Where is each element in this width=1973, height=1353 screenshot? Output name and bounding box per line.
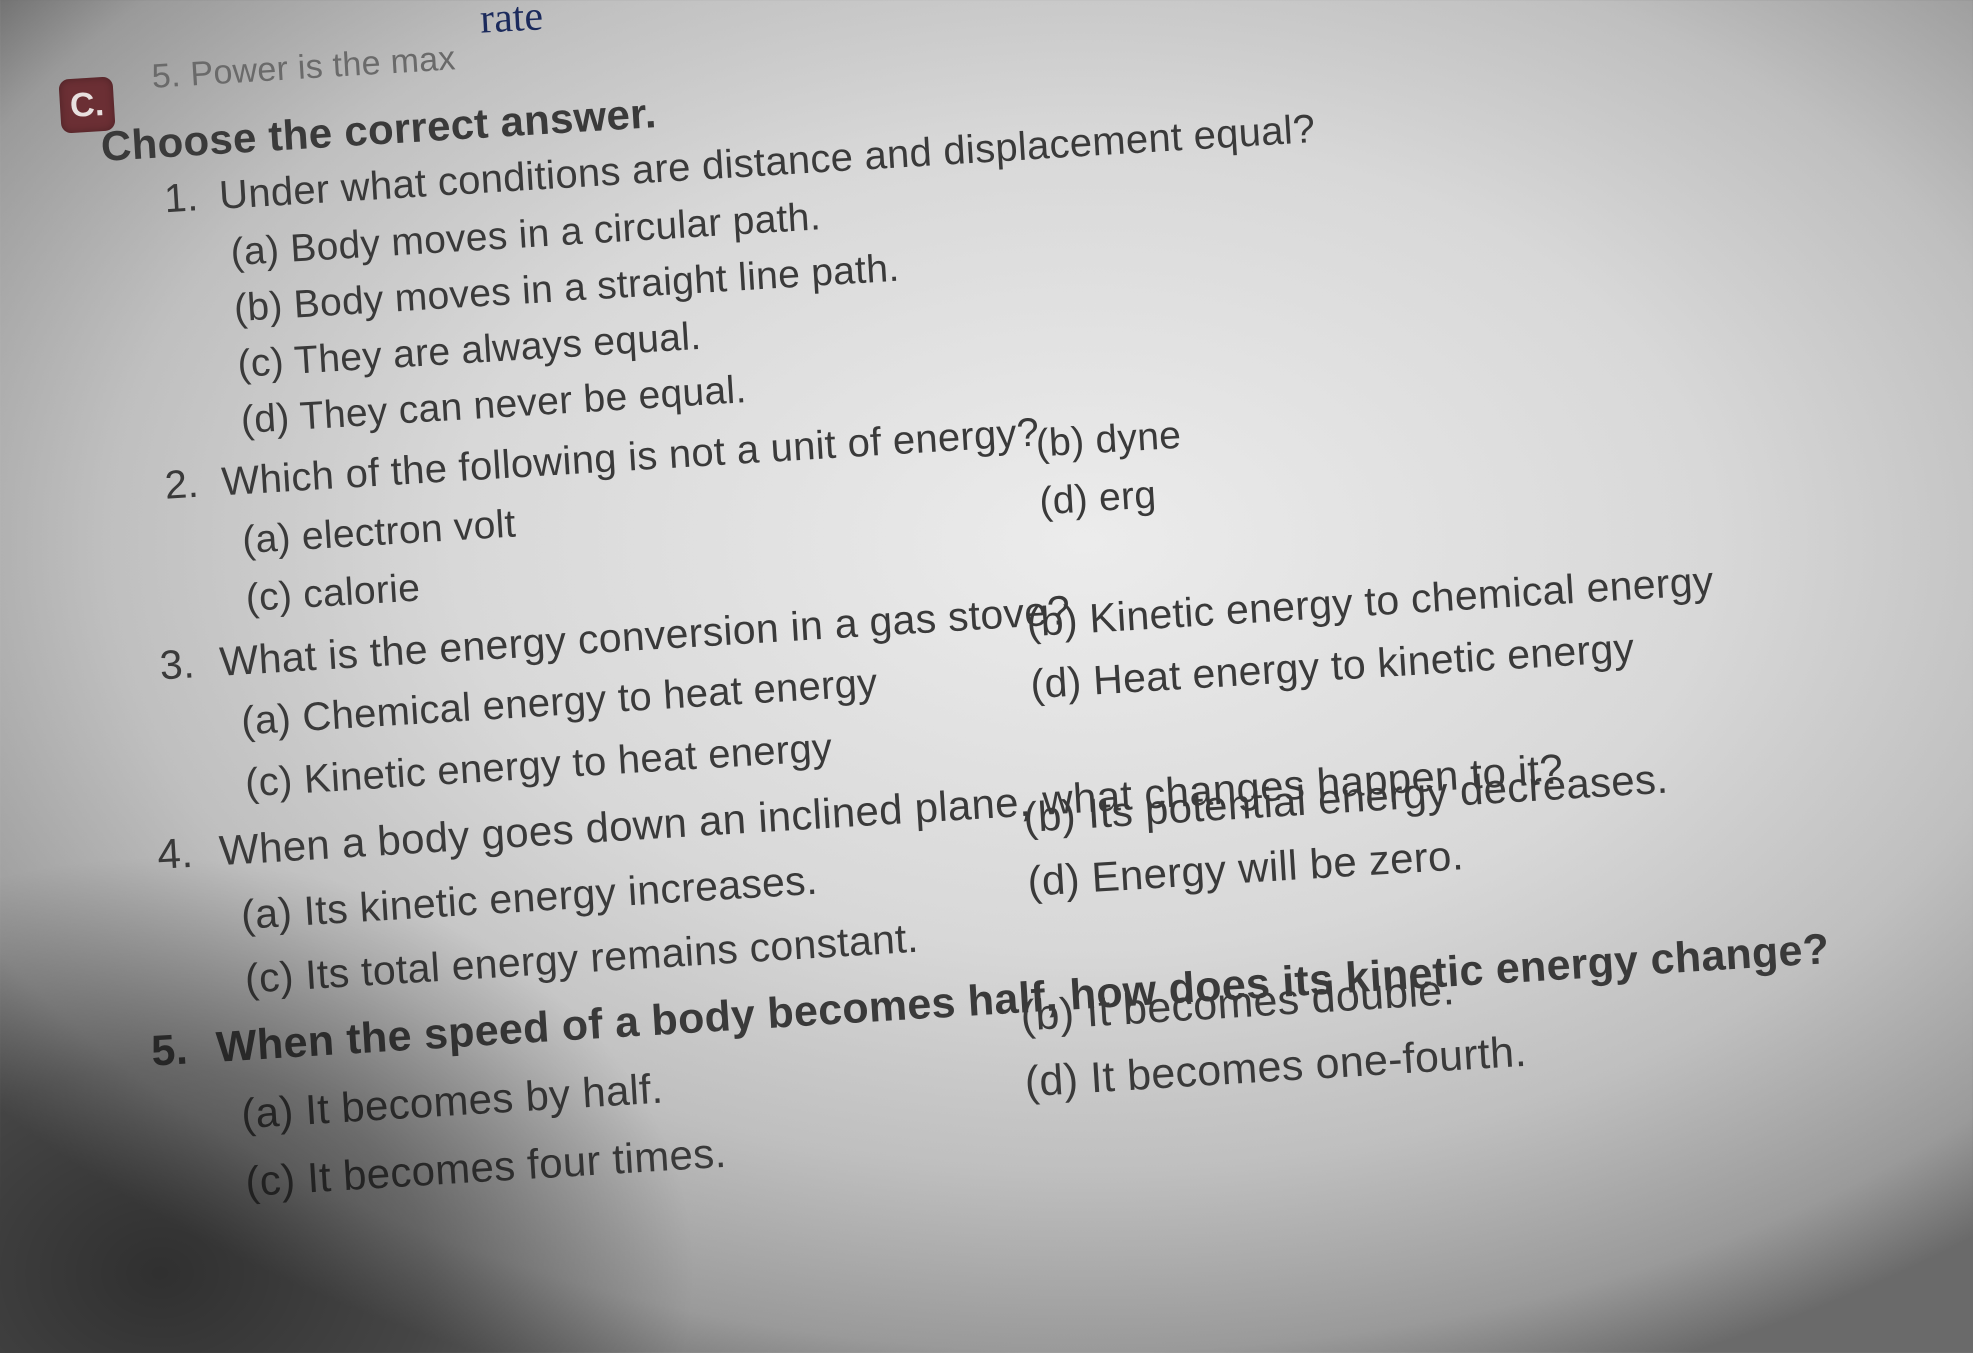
page-content: 5. Power is the max Choose the correct a…: [0, 0, 1973, 1353]
q4-opt-d: (d) Energy will be zero.: [1026, 831, 1465, 906]
q3-number: 3.: [158, 640, 196, 689]
q2-opt-c: (c) calorie: [245, 566, 422, 621]
q2-number: 2.: [163, 462, 200, 509]
q5-opt-a: (a) It becomes by half.: [240, 1065, 665, 1139]
q1-number: 1.: [163, 175, 200, 222]
q5-opt-d: (d) It becomes one-fourth.: [1023, 1028, 1528, 1108]
prev-question-fragment: 5. Power is the max: [151, 39, 457, 97]
q2-opt-d: (d) erg: [1038, 473, 1157, 524]
q2-opt-b: (b) dyne: [1035, 414, 1183, 467]
q4-number: 4.: [156, 829, 195, 879]
q5-number: 5.: [150, 1026, 189, 1077]
q5-opt-c: (c) It becomes four times.: [244, 1129, 728, 1206]
q2-opt-a: (a) electron volt: [241, 502, 517, 563]
